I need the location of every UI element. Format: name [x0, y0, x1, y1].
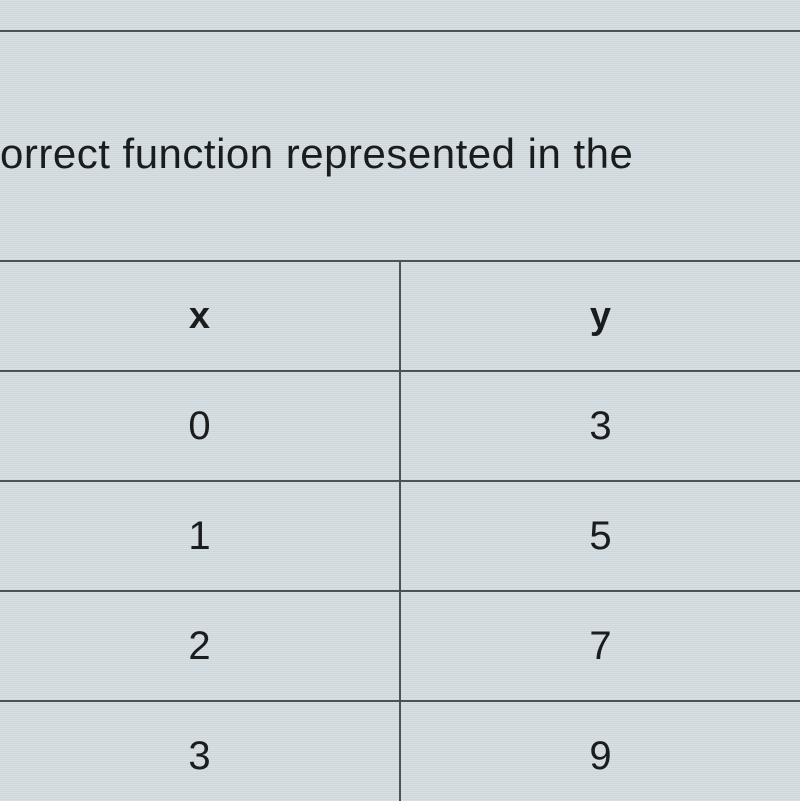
column-header-x: x — [0, 261, 400, 371]
cell-y: 5 — [400, 481, 800, 591]
horizontal-rule-top — [0, 30, 800, 32]
column-header-y: y — [400, 261, 800, 371]
table-row: 2 7 — [0, 591, 800, 701]
table-row: 1 5 — [0, 481, 800, 591]
table-row: 3 9 — [0, 701, 800, 801]
cell-y: 3 — [400, 371, 800, 481]
cell-y: 7 — [400, 591, 800, 701]
function-table: x y 0 3 1 5 2 7 3 9 — [0, 260, 800, 801]
cell-y: 9 — [400, 701, 800, 801]
cell-x: 1 — [0, 481, 400, 591]
table-header-row: x y — [0, 261, 800, 371]
question-heading: orrect function represented in the — [0, 130, 800, 178]
cell-x: 3 — [0, 701, 400, 801]
cell-x: 0 — [0, 371, 400, 481]
cell-x: 2 — [0, 591, 400, 701]
table-row: 0 3 — [0, 371, 800, 481]
